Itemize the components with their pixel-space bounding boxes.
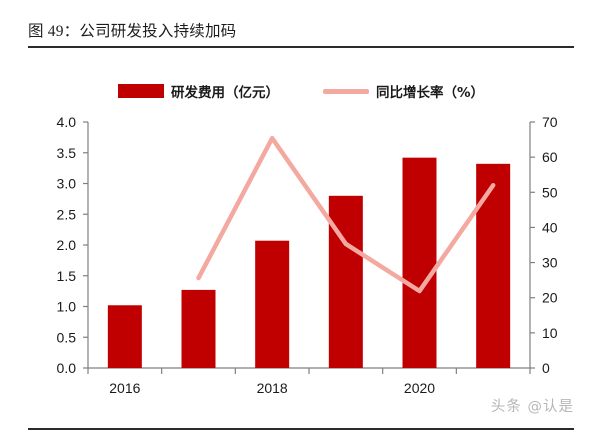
x-tick-labels: 2016 2018 2020	[109, 380, 435, 396]
right-axis: 70 60 50 40 30 20 10 0	[529, 114, 558, 376]
legend-item-yoy-growth: 同比增长率（%）	[322, 81, 485, 101]
left-axis-tick-label: 0.0	[57, 360, 77, 376]
x-tick-label-2018: 2018	[257, 380, 288, 396]
left-axis-tick-label: 4.0	[57, 114, 77, 130]
left-axis-tick-label: 3.0	[57, 176, 77, 192]
right-axis-tick-label: 60	[542, 149, 558, 165]
right-axis-tick-label: 40	[542, 219, 558, 235]
page-title: 图 49：公司研发投入持续加码	[28, 23, 237, 40]
right-axis-tick-label: 70	[542, 114, 558, 130]
right-axis-tick-label: 0	[542, 360, 550, 376]
chart-legend: 研发费用（亿元） 同比增长率（%）	[28, 74, 574, 108]
right-axis-tick-label: 10	[542, 325, 558, 341]
figure-title-row: 图 49：公司研发投入持续加码	[28, 14, 574, 46]
left-axis-tick-label: 0.5	[57, 329, 77, 345]
right-axis-tick-label: 30	[542, 255, 558, 271]
left-axis-tick-label: 1.5	[57, 268, 77, 284]
line-series	[196, 135, 496, 294]
line-swatch-icon	[322, 88, 369, 94]
right-axis-tick-label: 20	[542, 290, 558, 306]
right-axis-tick-label: 50	[542, 184, 558, 200]
bar-swatch-icon	[117, 84, 164, 98]
bar-series	[107, 157, 511, 368]
x-tick-label-2020: 2020	[404, 380, 435, 396]
bottom-divider	[28, 428, 574, 430]
legend-label-yoy-growth: 同比增长率（%）	[375, 85, 485, 101]
bottom-axis	[87, 367, 531, 374]
yoy-growth-line	[196, 135, 496, 294]
left-axis-tick-label: 3.5	[57, 145, 77, 161]
bar-2021	[476, 163, 511, 368]
bar-2017	[181, 289, 216, 368]
bar-2018	[255, 240, 290, 368]
left-axis-tick-label: 2.5	[57, 206, 77, 222]
left-axis-tick-label: 2.0	[57, 237, 77, 253]
watermark: 头条 @认是	[490, 399, 574, 415]
bar-2016	[107, 305, 142, 368]
x-tick-label-2016: 2016	[109, 380, 140, 396]
bar-2020	[402, 157, 437, 368]
bar-2019	[328, 195, 363, 368]
left-axis-tick-label: 1.0	[57, 299, 77, 315]
legend-item-rd-expense: 研发费用（亿元）	[117, 81, 279, 101]
left-axis: 4.0 3.5 3.0 2.5 2.0 1.5 1.0 0.5 0.0	[57, 114, 89, 376]
title-divider	[28, 46, 574, 48]
legend-label-rd-expense: 研发费用（亿元）	[170, 85, 279, 101]
